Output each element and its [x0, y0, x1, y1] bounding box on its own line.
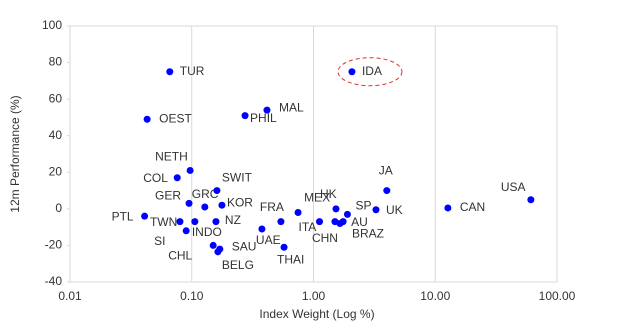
point-label: NETH: [155, 150, 188, 164]
y-tick-label: 20: [49, 164, 63, 178]
point: [212, 218, 220, 226]
point-label: NZ: [225, 213, 241, 227]
point-label: SAU: [232, 239, 257, 253]
point-label: IDA: [362, 64, 382, 78]
point-label: SWIT: [222, 171, 253, 185]
point: [201, 203, 209, 211]
point-label: GRC: [192, 187, 219, 201]
y-tick-label: 40: [49, 128, 63, 142]
point-label: CHN: [312, 231, 338, 245]
x-tick-label: 10.00: [420, 289, 450, 303]
y-tick-label: -40: [45, 274, 63, 288]
point: [348, 68, 356, 76]
x-axis-label: Index Weight (Log %): [259, 307, 374, 321]
y-tick-label: 100: [42, 18, 62, 32]
point-label: CAN: [460, 200, 485, 214]
y-tick-label: 60: [49, 91, 63, 105]
x-tick-label: 0.10: [180, 289, 204, 303]
y-tick-label: 0: [55, 201, 62, 215]
point-label: TWN: [150, 215, 177, 229]
point: [383, 187, 391, 195]
point-label: UK: [386, 203, 403, 217]
point: [336, 219, 344, 227]
x-tick-label: 100.00: [539, 289, 576, 303]
point: [241, 112, 249, 120]
point: [214, 248, 222, 256]
point-label: ITA: [298, 220, 316, 234]
point: [186, 166, 194, 174]
point: [294, 209, 302, 217]
point-label: FRA: [260, 200, 284, 214]
point: [173, 174, 181, 182]
point-label: MAL: [279, 100, 304, 114]
point-label: JA: [379, 164, 393, 178]
point: [343, 210, 351, 218]
point-label: SP: [355, 199, 371, 213]
point-label: HK: [320, 187, 337, 201]
point-label: CHL: [168, 249, 192, 263]
y-axis-label: 12m Performance (%): [8, 95, 22, 212]
highlight: [337, 57, 403, 87]
point-label: TUR: [180, 64, 205, 78]
point-label: MEX: [304, 191, 330, 205]
point: [258, 225, 266, 233]
point-label: PTL: [112, 209, 134, 223]
point-label: SI: [154, 234, 165, 248]
point-label: BELG: [222, 258, 254, 272]
point-label: COL: [143, 171, 168, 185]
point: [213, 187, 221, 195]
point: [277, 218, 285, 226]
y-tick-label: -20: [45, 238, 63, 252]
point-label: KOR: [227, 195, 253, 209]
point: [280, 243, 288, 251]
point: [372, 206, 380, 214]
point-label: USA: [501, 180, 526, 194]
point-label: BRAZ: [352, 227, 384, 241]
point: [527, 196, 535, 204]
y-tick-label: 80: [49, 55, 63, 69]
point: [182, 227, 190, 235]
point: [209, 241, 217, 249]
point: [176, 218, 184, 226]
x-tick-label: 1.00: [302, 289, 326, 303]
point-label: INDO: [192, 225, 222, 239]
point-label: PHIL: [250, 111, 277, 125]
point: [191, 218, 199, 226]
point: [315, 218, 323, 226]
point: [332, 205, 340, 213]
point: [444, 204, 452, 212]
point: [143, 115, 151, 123]
point-label: OEST: [159, 111, 192, 125]
point: [166, 68, 174, 76]
point: [185, 199, 193, 207]
point-label: THAI: [277, 252, 304, 266]
point-label: GER: [155, 189, 181, 203]
point: [141, 212, 149, 220]
point: [218, 201, 226, 209]
point-label: UAE: [256, 233, 281, 247]
point-label: AU: [351, 215, 368, 229]
point: [263, 106, 271, 114]
x-tick-label: 0.01: [58, 289, 82, 303]
